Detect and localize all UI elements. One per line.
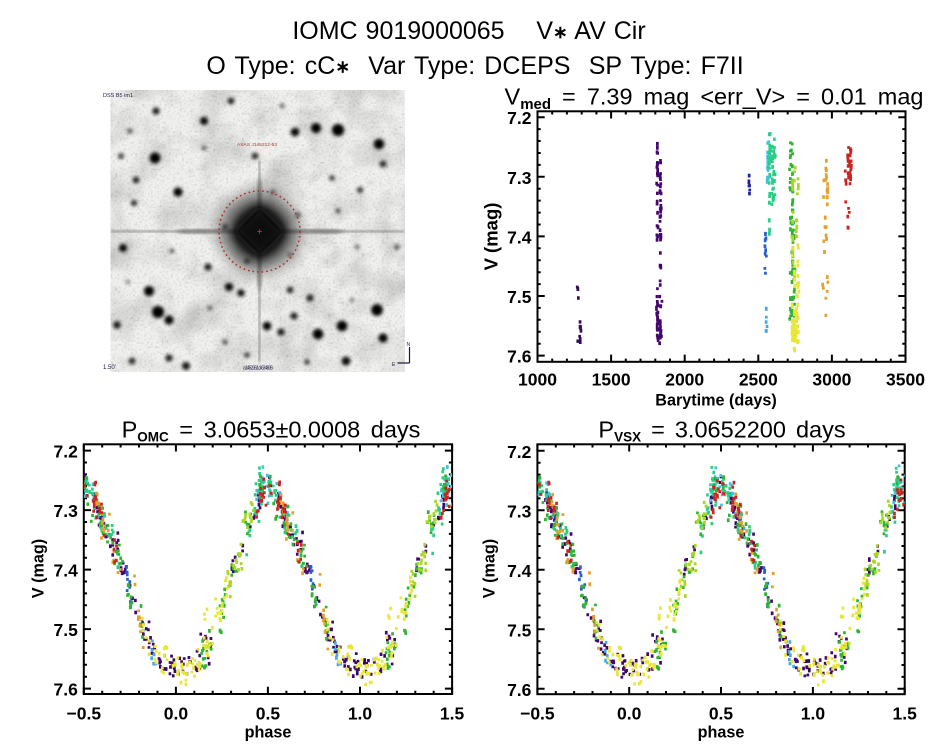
svg-text:7.5: 7.5 <box>507 287 532 307</box>
svg-text:V (mag): V (mag) <box>481 539 499 598</box>
svg-text:7.3: 7.3 <box>507 501 532 521</box>
svg-text:7.2: 7.2 <box>507 108 532 128</box>
svg-text:2000: 2000 <box>665 370 704 390</box>
svg-text:ASAS J145212-63: ASAS J145212-63 <box>237 142 277 148</box>
svg-text:a 14 52 36.1 d -63 48 36: a 14 52 36.1 d -63 48 36 <box>243 366 273 372</box>
svg-text:7.3: 7.3 <box>507 168 532 188</box>
svg-text:1.5: 1.5 <box>440 704 465 724</box>
svg-text:V (mag): V (mag) <box>30 539 48 598</box>
svg-text:7.3: 7.3 <box>53 501 78 521</box>
svg-text:N: N <box>407 342 411 348</box>
svg-text:7.5: 7.5 <box>53 620 78 640</box>
svg-text:2500: 2500 <box>739 370 778 390</box>
svg-text:IOMC 9019000065 V∗ AV Cir: IOMC 9019000065 V∗ AV Cir <box>292 17 645 45</box>
svg-text:POMC = 3.0653±0.0008 days: POMC = 3.0653±0.0008 days <box>122 417 421 445</box>
svg-text:7.6: 7.6 <box>53 680 78 700</box>
svg-text:phase: phase <box>698 724 745 742</box>
svg-text:1.50′: 1.50′ <box>103 365 117 371</box>
svg-text:0.5: 0.5 <box>709 704 734 724</box>
svg-text:0.0: 0.0 <box>617 704 642 724</box>
svg-text:3000: 3000 <box>812 370 851 390</box>
svg-text:−0.5: −0.5 <box>67 704 102 724</box>
svg-text:7.6: 7.6 <box>507 680 532 700</box>
svg-text:0.5: 0.5 <box>256 704 281 724</box>
svg-text:1.0: 1.0 <box>801 704 826 724</box>
svg-text:Vmed = 7.39 mag <err_V> = 0.01: Vmed = 7.39 mag <err_V> = 0.01 mag <box>505 84 924 114</box>
svg-text:7.2: 7.2 <box>53 442 78 462</box>
svg-text:1.5: 1.5 <box>893 704 918 724</box>
svg-text:1000: 1000 <box>518 370 557 390</box>
svg-text:7.2: 7.2 <box>507 442 532 462</box>
svg-text:0.0: 0.0 <box>164 704 189 724</box>
svg-text:7.5: 7.5 <box>507 620 532 640</box>
svg-text:7.6: 7.6 <box>507 347 532 367</box>
svg-text:3500: 3500 <box>886 370 925 390</box>
svg-text:1500: 1500 <box>592 370 631 390</box>
svg-text:Barytime (days): Barytime (days) <box>655 392 776 410</box>
svg-text:7.4: 7.4 <box>53 561 78 581</box>
svg-text:7.4: 7.4 <box>507 227 532 247</box>
svg-text:E: E <box>392 362 396 368</box>
svg-text:phase: phase <box>245 724 292 742</box>
svg-text:1.0: 1.0 <box>348 704 373 724</box>
svg-text:DSS B5 im1: DSS B5 im1 <box>103 93 133 99</box>
svg-text:O Type: cC∗ Var Type: DCEPS: O Type: cC∗ Var Type: DCEPS SP Type: F7I… <box>206 52 743 80</box>
svg-text:−0.5: −0.5 <box>520 704 555 724</box>
svg-text:V (mag): V (mag) <box>481 203 502 271</box>
svg-text:7.4: 7.4 <box>507 561 532 581</box>
